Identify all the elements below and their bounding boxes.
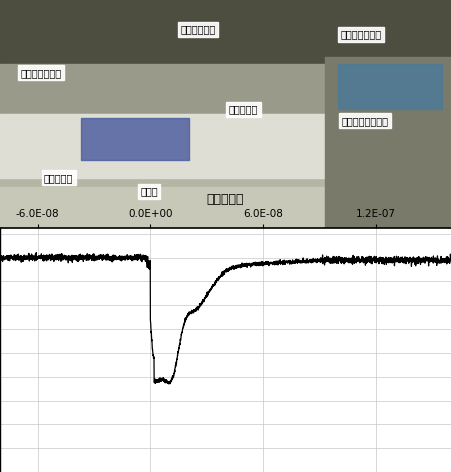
Text: 試料（布）: 試料（布） xyxy=(44,173,74,183)
Text: 表面電位計: 表面電位計 xyxy=(229,104,258,114)
Text: イオン発生器: イオン発生器 xyxy=(181,25,216,34)
Text: 放電電流プローブ: 放電電流プローブ xyxy=(342,116,389,126)
Bar xyxy=(0,64,451,114)
Text: 球電極: 球電極 xyxy=(140,186,158,196)
Bar xyxy=(0,187,451,228)
Bar xyxy=(0,0,451,64)
X-axis label: 時間（秒）: 時間（秒） xyxy=(207,193,244,206)
Text: オシロスコープ: オシロスコープ xyxy=(340,29,382,39)
Text: 高電圧発生装置: 高電圧発生装置 xyxy=(20,68,61,78)
Bar xyxy=(0,114,451,187)
